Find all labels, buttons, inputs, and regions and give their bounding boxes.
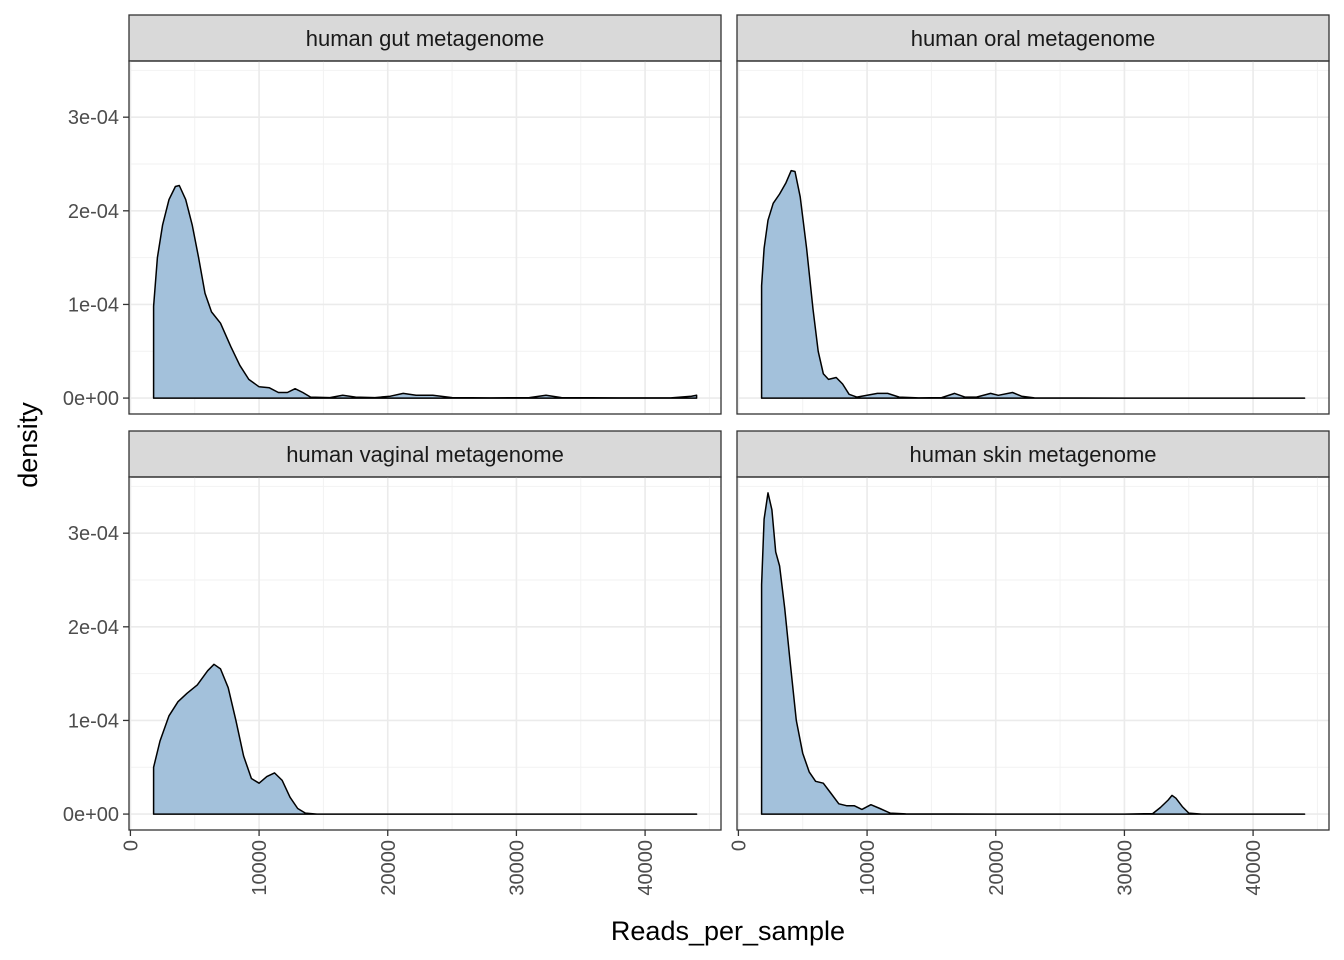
x-tick-label: 0 xyxy=(728,840,750,851)
facet-panel: human oral metagenome xyxy=(736,14,1330,415)
facet-panel: human gut metagenome xyxy=(128,14,722,415)
panel-border xyxy=(128,60,722,415)
x-tick-label: 20000 xyxy=(378,840,400,896)
facet-strip-label: human gut metagenome xyxy=(306,26,545,51)
y-tick-label: 2e-04 xyxy=(68,617,119,639)
x-tick-label: 0 xyxy=(120,840,142,851)
facet-strip-label: human oral metagenome xyxy=(911,26,1156,51)
panel-border xyxy=(736,60,1330,415)
y-tick-label: 1e-04 xyxy=(68,294,119,316)
density-area xyxy=(152,663,698,815)
facet-panels: human gut metagenome human oral metagenom… xyxy=(128,14,1330,831)
x-tick-label: 10000 xyxy=(249,840,271,896)
panel-border xyxy=(128,476,722,831)
panel-border xyxy=(736,476,1330,831)
density-area xyxy=(760,492,1306,815)
facet-strip-label: human vaginal metagenome xyxy=(286,442,564,467)
x-tick-label: 30000 xyxy=(1114,840,1136,896)
density-area xyxy=(152,184,698,399)
x-tick-label: 40000 xyxy=(1243,840,1265,896)
x-tick-label: 40000 xyxy=(635,840,657,896)
facet-strip-label: human skin metagenome xyxy=(909,442,1156,467)
facet-panel: human vaginal metagenome xyxy=(128,430,722,831)
x-axis-title: Reads_per_sample xyxy=(611,916,845,946)
y-tick-label: 3e-04 xyxy=(68,107,119,129)
x-tick-label: 30000 xyxy=(506,840,528,896)
facet-strip xyxy=(736,430,1330,478)
x-axis: 0 10000 20000 30000 40000 0 10000 20000 30000 400… xyxy=(120,830,1265,896)
y-tick-label: 0e+00 xyxy=(63,388,119,410)
facet-strip xyxy=(736,14,1330,62)
y-axis: 0e+00 1e-04 2e-04 3e-04 0e+00 1e-04 2e-04 3e-04 xyxy=(63,107,129,826)
y-tick-label: 3e-04 xyxy=(68,523,119,545)
y-axis-title: density xyxy=(13,402,43,488)
y-tick-label: 2e-04 xyxy=(68,201,119,223)
y-tick-label: 0e+00 xyxy=(63,804,119,826)
facet-strip xyxy=(128,430,722,478)
x-tick-label: 10000 xyxy=(857,840,879,896)
y-tick-label: 1e-04 xyxy=(68,710,119,732)
facet-strip xyxy=(128,14,722,62)
density-area xyxy=(760,169,1306,399)
x-tick-label: 20000 xyxy=(986,840,1008,896)
facet-panel: human skin metagenome xyxy=(736,430,1330,831)
